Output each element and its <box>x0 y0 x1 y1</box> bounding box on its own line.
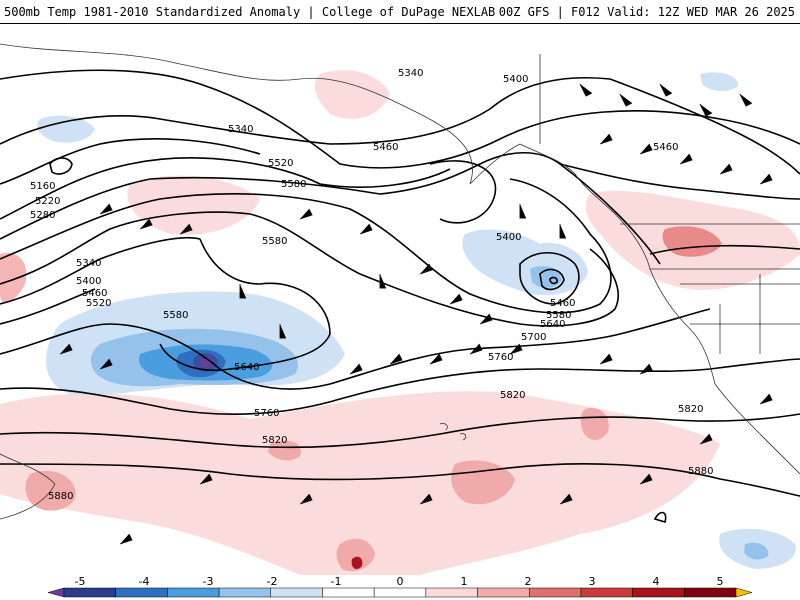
colorbar-swatch <box>167 587 220 598</box>
contour-label-5460-center: 5460 <box>373 142 398 153</box>
colorbar-swatch <box>580 587 633 598</box>
wind-barbs <box>59 83 773 545</box>
colorbar-swatch-high-extend <box>735 587 753 598</box>
contour-label-5520-north: 5520 <box>268 158 293 169</box>
contour-label-5400-north: 5400 <box>503 74 528 85</box>
contour-label-5460-low: 5460 <box>550 298 575 309</box>
colorbar-swatch <box>632 587 685 598</box>
colorbar-tick-1: 1 <box>461 575 468 588</box>
colorbar-tick-neg4: -4 <box>139 575 150 588</box>
colorbar-tick-4: 4 <box>653 575 660 588</box>
contour-labels: 5340 5340 5400 5460 5460 5520 5580 5160 … <box>30 68 713 502</box>
contour-label-5820-west: 5820 <box>262 435 287 446</box>
colorbar-tick-labels: -5 -4 -3 -2 -1 0 1 2 3 4 5 <box>75 575 724 588</box>
contour-label-5400-low: 5400 <box>496 232 521 243</box>
colorbar-swatch <box>373 587 427 598</box>
contour-label-5820-east: 5820 <box>678 404 703 415</box>
contour-label-5820-center: 5820 <box>500 390 525 401</box>
contour-label-5340-west: 5340 <box>228 124 253 135</box>
contour-label-5580-center: 5580 <box>262 236 287 247</box>
colorbar-swatch <box>63 587 116 598</box>
colorbar-swatch <box>684 587 737 598</box>
contour-label-5280: 5280 <box>30 210 55 221</box>
contour-label-5700: 5700 <box>521 332 546 343</box>
coastlines <box>0 43 800 520</box>
contour-label-5400-wsw: 5400 <box>76 276 101 287</box>
contour-label-5460-east: 5460 <box>653 142 678 153</box>
anomaly-colorbar: -5 -4 -3 -2 -1 0 1 2 3 4 5 <box>0 575 800 600</box>
colorbar-tick-5: 5 <box>717 575 724 588</box>
map-header: 500mb Temp 1981-2010 Standardized Anomal… <box>0 0 800 24</box>
colorbar-tick-3: 3 <box>589 575 596 588</box>
model-run-info: 00Z GFS | F012 Valid: 12Z WED MAR 26 202… <box>498 5 795 19</box>
map-title: 500mb Temp 1981-2010 Standardized Anomal… <box>4 5 496 19</box>
contour-label-5580-west: 5580 <box>163 310 188 321</box>
colorbar-swatch <box>425 587 478 598</box>
colorbar-swatch <box>477 587 530 598</box>
colorbar-tick-neg1: -1 <box>331 575 342 588</box>
height-contours <box>0 69 800 524</box>
anomaly-map: 5340 5340 5400 5460 5460 5520 5580 5160 … <box>0 24 800 575</box>
contour-label-5580-low: 5580 <box>546 310 571 321</box>
contour-label-5880-west: 5880 <box>48 491 73 502</box>
contour-label-5640-low: 5640 <box>540 319 565 330</box>
contour-label-5760-east: 5760 <box>488 352 513 363</box>
contour-label-5880-east: 5880 <box>688 466 713 477</box>
colorbar-swatch <box>528 587 582 598</box>
colorbar-swatch <box>115 587 168 598</box>
contour-label-5460-wsw: 5460 <box>82 288 107 299</box>
contour-label-5760-west: 5760 <box>254 408 279 419</box>
colorbar-tick-neg5: -5 <box>75 575 86 588</box>
contour-label-5520-wsw: 5520 <box>86 298 111 309</box>
colorbar-tick-2: 2 <box>525 575 532 588</box>
colorbar-swatch <box>322 587 375 598</box>
contour-label-5160: 5160 <box>30 181 55 192</box>
contour-label-5220: 5220 <box>35 196 60 207</box>
anomaly-shading <box>0 70 800 575</box>
colorbar-swatch <box>218 587 272 598</box>
colorbar-swatch <box>270 587 323 598</box>
colorbar-swatch-low-extend <box>47 587 65 598</box>
contour-label-5340-wsw: 5340 <box>76 258 101 269</box>
colorbar-tick-neg3: -3 <box>203 575 214 588</box>
colorbar-tick-0: 0 <box>397 575 404 588</box>
colorbar-tick-neg2: -2 <box>267 575 278 588</box>
contour-label-5580-north: 5580 <box>281 179 306 190</box>
colorbar-swatches <box>47 587 753 598</box>
contour-label-5340-north: 5340 <box>398 68 423 79</box>
contour-label-5640-west: 5640 <box>234 362 259 373</box>
